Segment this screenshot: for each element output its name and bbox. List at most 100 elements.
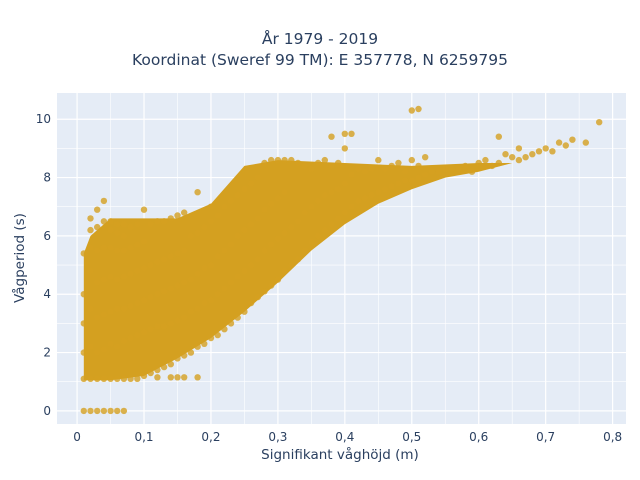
data-point — [87, 267, 94, 275]
data-point — [120, 305, 128, 312]
data-point — [134, 375, 141, 382]
data-point — [355, 197, 362, 205]
data-point — [462, 162, 469, 170]
data-point — [247, 299, 255, 307]
data-point — [234, 191, 241, 199]
data-point — [314, 232, 322, 240]
data-point — [100, 244, 108, 251]
data-point — [428, 168, 436, 175]
y-axis-title: Vågperiod (s) — [12, 213, 28, 303]
data-point — [100, 407, 108, 415]
x-axis-ticks: 0 0,1 0,2 0,3 0,4 0,5 0,6 0,7 0,8 — [73, 430, 622, 444]
data-point — [328, 221, 335, 228]
data-point — [381, 186, 389, 193]
data-point — [247, 261, 255, 269]
data-point — [355, 165, 362, 172]
data-point — [529, 151, 536, 158]
data-point — [294, 159, 302, 167]
data-point — [120, 247, 128, 254]
data-point — [368, 165, 375, 172]
data-point — [127, 223, 134, 231]
data-point — [201, 299, 208, 307]
data-point — [114, 221, 121, 228]
data-point — [214, 253, 221, 260]
data-point — [100, 197, 108, 205]
data-point — [207, 203, 215, 210]
x-tick-label: 0,2 — [201, 430, 220, 444]
data-point — [495, 133, 502, 140]
data-point — [555, 139, 563, 146]
data-point — [114, 276, 121, 283]
data-point — [87, 305, 94, 312]
data-point — [308, 203, 315, 210]
data-point — [408, 177, 415, 184]
data-point — [274, 156, 282, 164]
data-point — [234, 314, 241, 321]
data-point — [301, 209, 308, 216]
data-point — [147, 326, 154, 333]
data-point — [207, 261, 215, 269]
data-point — [442, 165, 449, 172]
data-point — [127, 302, 134, 310]
data-point — [388, 162, 395, 170]
data-point — [94, 349, 101, 356]
data-point — [167, 361, 174, 368]
data-point — [160, 363, 168, 371]
data-point — [308, 238, 315, 245]
data-point — [194, 270, 201, 277]
data-point — [160, 323, 168, 330]
data-point — [321, 156, 328, 164]
data-point — [87, 375, 94, 382]
x-tick-label: 0,1 — [134, 430, 153, 444]
data-point — [281, 156, 288, 164]
data-point — [502, 151, 509, 158]
data-point — [147, 261, 154, 269]
data-point — [234, 273, 241, 280]
data-point — [174, 374, 181, 381]
data-point — [134, 241, 141, 248]
data-point — [107, 218, 114, 225]
x-tick-label: 0,6 — [469, 430, 488, 444]
data-point — [495, 159, 502, 167]
data-point — [254, 293, 261, 301]
data-point — [522, 154, 529, 161]
data-point — [348, 130, 355, 137]
data-point — [268, 156, 275, 164]
data-points — [80, 105, 603, 415]
data-point — [482, 156, 489, 164]
data-point — [241, 186, 248, 193]
data-point — [147, 221, 154, 228]
x-tick-label: 0,7 — [536, 430, 555, 444]
data-point — [194, 374, 201, 381]
data-point — [134, 267, 141, 275]
data-point — [395, 159, 402, 167]
data-point — [227, 320, 235, 327]
data-point — [120, 232, 128, 240]
data-point — [194, 343, 201, 350]
data-point — [107, 244, 114, 251]
data-point — [194, 229, 201, 237]
data-point — [261, 206, 268, 213]
data-point — [301, 162, 308, 170]
data-point — [100, 346, 108, 353]
data-point — [348, 203, 355, 210]
data-point — [147, 369, 154, 377]
data-point — [201, 340, 208, 347]
data-point — [328, 189, 335, 196]
data-point — [515, 156, 523, 164]
data-point — [187, 232, 195, 240]
data-point — [274, 276, 282, 283]
data-point — [268, 282, 275, 289]
data-point — [194, 305, 201, 312]
data-point — [234, 232, 241, 240]
data-point — [401, 177, 409, 184]
data-point — [308, 165, 315, 172]
data-point — [227, 197, 235, 205]
data-point — [294, 218, 302, 225]
data-point — [281, 267, 288, 275]
data-point — [415, 105, 422, 113]
data-point — [114, 305, 121, 312]
data-point — [140, 328, 148, 336]
data-point — [335, 215, 342, 222]
data-point — [388, 183, 395, 190]
